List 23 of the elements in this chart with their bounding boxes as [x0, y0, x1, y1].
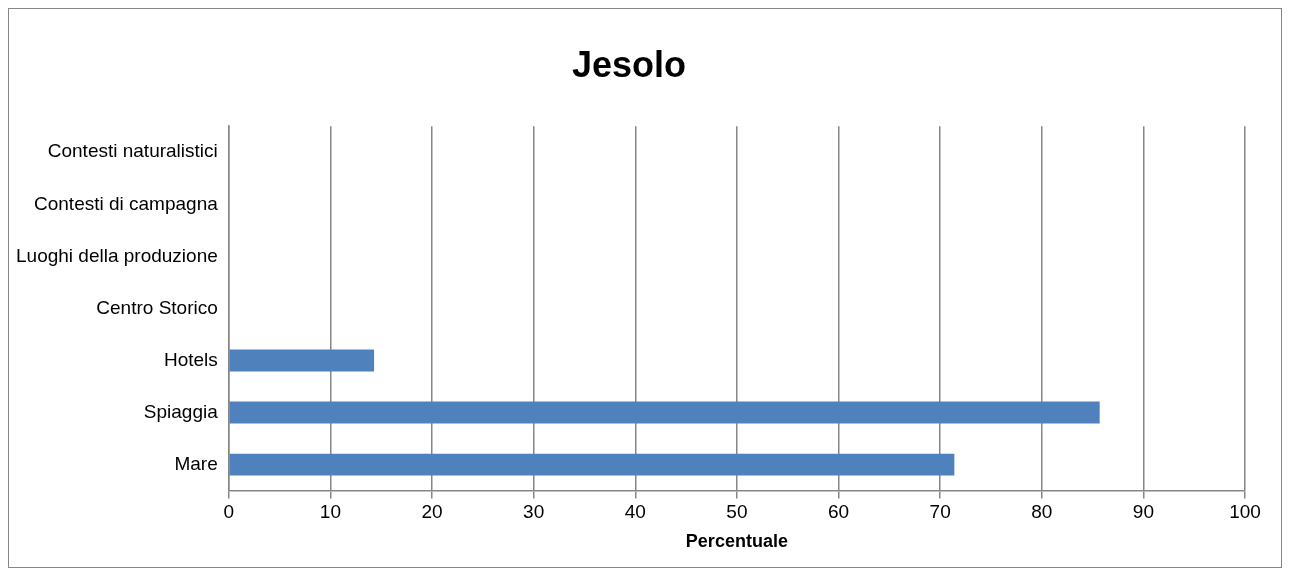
y-tick-label: Contesti naturalistici [47, 140, 218, 162]
x-tick-label: 70 [929, 501, 951, 523]
x-axis-title: Percentuale [685, 531, 788, 552]
x-tick-label: 30 [523, 501, 545, 523]
x-tick-label: 10 [319, 501, 341, 523]
x-tick-label: 40 [624, 501, 646, 523]
y-tick-label: Hotels [163, 348, 218, 370]
x-tick-label: 90 [1132, 501, 1154, 523]
bar [229, 401, 1100, 424]
chart-title: Jesolo [571, 43, 687, 85]
bar [229, 349, 375, 372]
x-tick-label: 80 [1031, 501, 1053, 523]
x-tick-label: 100 [1229, 501, 1261, 523]
bar [229, 453, 955, 476]
y-tick-label: Contesti di campagna [33, 192, 219, 214]
y-tick-label: Mare [174, 452, 218, 474]
x-tick-label: 0 [223, 501, 235, 523]
x-tick-label: 20 [421, 501, 443, 523]
y-tick-label: Luoghi della produzione [15, 244, 218, 266]
x-tick-label: 50 [726, 501, 748, 523]
y-tick-label: Centro Storico [96, 296, 218, 318]
y-tick-label: Spiaggia [143, 400, 219, 422]
x-tick-label: 60 [827, 501, 850, 523]
